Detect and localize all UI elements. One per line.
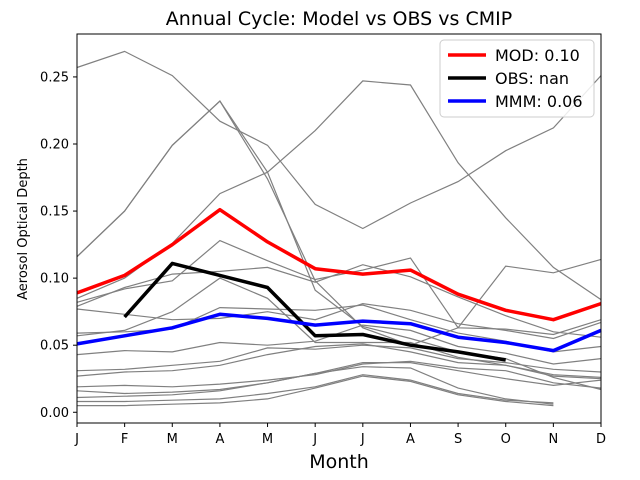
cmip-model-line-6 [76, 239, 602, 336]
cmip-model-line-12 [76, 343, 602, 378]
chart-title: Annual Cycle: Model vs OBS vs CMIP [166, 8, 512, 30]
x-tick-label: N [548, 432, 558, 447]
x-tick-label: M [262, 432, 273, 447]
y-tick-label: 0.15 [40, 205, 69, 220]
cmip-model-line-10 [76, 324, 602, 365]
cmip-model-line-1 [76, 50, 602, 230]
x-tick-label: F [121, 432, 128, 447]
main-series-lines [76, 207, 602, 362]
mmm-series-line [76, 312, 602, 353]
legend-label-mmm: MMM: 0.06 [495, 92, 583, 111]
cmip-model-line-3 [76, 100, 602, 391]
x-tick-label: D [596, 432, 606, 447]
y-tick-label: 0.20 [40, 137, 69, 152]
plot-frame [76, 33, 602, 424]
cmip-model-line-5 [76, 264, 602, 338]
x-tick-label: J [360, 432, 365, 447]
cmip-model-line-13 [76, 360, 602, 389]
y-tick-label: 0.00 [40, 406, 69, 421]
legend: MOD: 0.10 OBS: nan MMM: 0.06 [439, 39, 595, 118]
x-tick-label: A [406, 432, 415, 447]
x-tick-label: J [74, 432, 79, 447]
x-tick-label: O [501, 432, 511, 447]
y-tick-label: 0.05 [40, 339, 69, 354]
cmip-model-line-7 [76, 302, 602, 340]
legend-label-obs: OBS: nan [495, 69, 569, 88]
y-tick-label: 0.10 [40, 272, 69, 287]
legend-box [439, 39, 595, 118]
cmip-model-line-8 [76, 277, 602, 380]
legend-label-mod: MOD: 0.10 [495, 46, 580, 65]
cmip-model-line-17 [77, 375, 554, 407]
cmip-model-line-15 [76, 366, 554, 405]
x-tick-label: M [167, 432, 178, 447]
y-tick-label: 0.25 [40, 70, 69, 85]
x-tick-label: S [454, 432, 462, 447]
y-axis-ticks: 0.00 0.05 0.10 0.15 0.20 0.25 [40, 70, 77, 421]
mod-series-line [76, 207, 602, 322]
x-axis-label: Month [309, 451, 369, 473]
cmip-lines [76, 50, 602, 407]
cmip-model-line-16 [77, 374, 554, 404]
y-axis-label: Aerosol Optical Depth [16, 158, 31, 300]
cmip-model-line-11 [76, 344, 602, 373]
cmip-model-line-14 [76, 362, 602, 395]
x-tick-label: A [215, 432, 224, 447]
obs-series-line [123, 261, 506, 362]
x-tick-label: J [312, 432, 317, 447]
